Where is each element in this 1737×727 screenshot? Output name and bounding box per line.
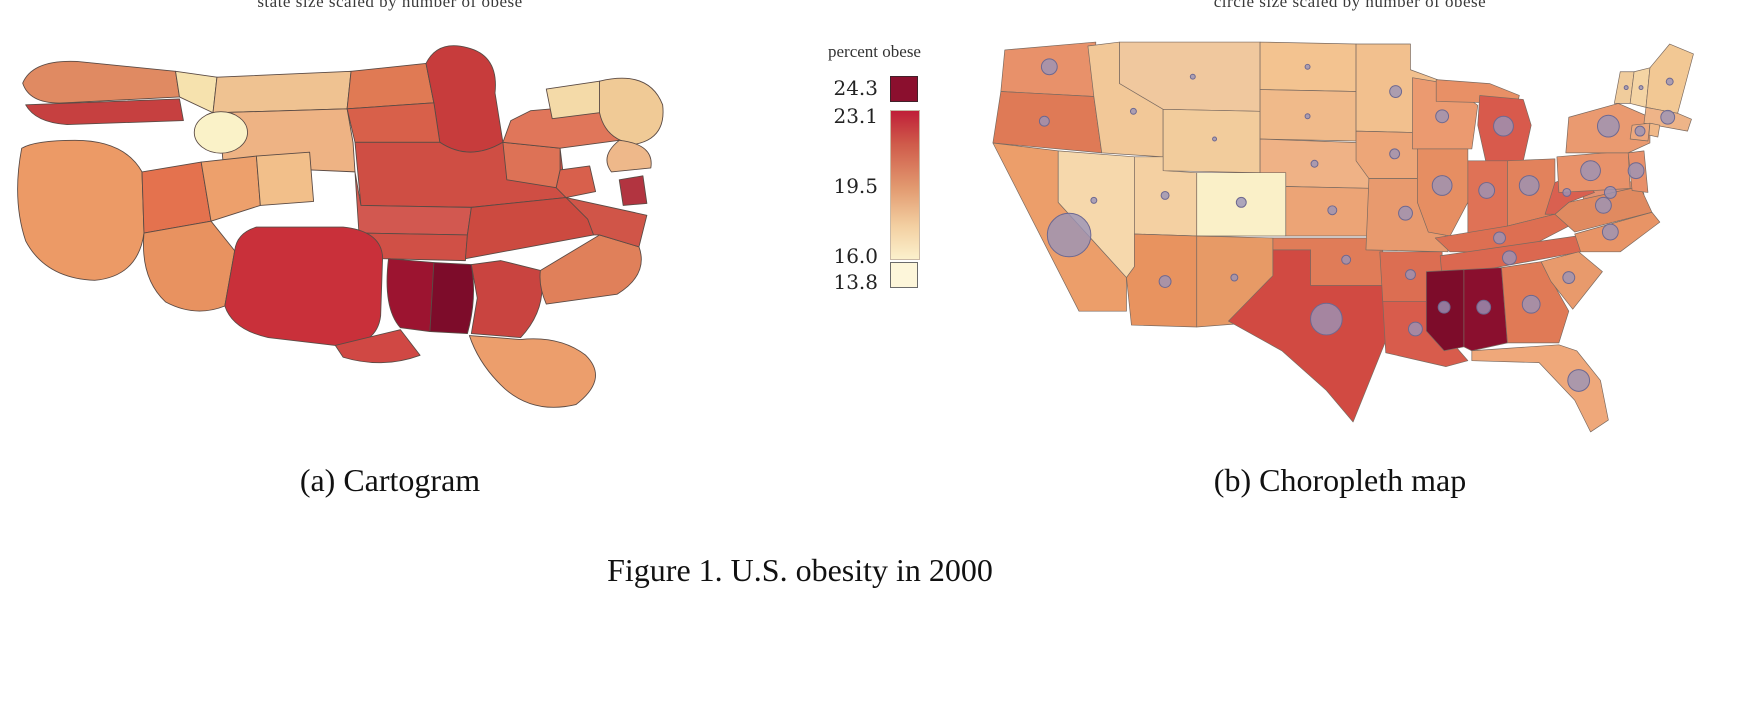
state-id — [175, 70, 218, 114]
state-nv — [141, 161, 212, 234]
choropleth-top-caption: circle size scaled by number of obese — [1213, 0, 1487, 11]
state-fl — [468, 335, 596, 408]
legend-tick-16-0: 16.0 — [833, 244, 878, 268]
circle-ca — [1046, 212, 1092, 258]
color-legend: percent obese 24.3 23.1 19.5 16.0 13.8 — [828, 42, 978, 342]
choropleth-map — [992, 41, 1694, 433]
circle-co — [1235, 196, 1247, 208]
legend-swatch-darkest — [890, 76, 918, 102]
circle-va — [1595, 196, 1612, 214]
state-nc-sc — [539, 234, 642, 305]
cartogram-map — [17, 45, 664, 408]
state-pa — [502, 141, 561, 189]
circle-wy — [1212, 136, 1218, 142]
circle-pa — [1580, 160, 1601, 182]
state-me — [599, 77, 664, 145]
legend-tick-24-3: 24.3 — [833, 76, 878, 100]
cartogram-caption: (a) Cartogram — [299, 462, 481, 498]
circle-nh — [1638, 85, 1644, 91]
choropleth-states — [992, 41, 1694, 433]
state-vt-nh — [545, 80, 600, 120]
circle-mo — [1398, 205, 1413, 221]
circle-ar — [1405, 269, 1416, 281]
circle-vt — [1623, 85, 1629, 91]
circle-me — [1665, 77, 1674, 86]
state-co — [255, 151, 315, 206]
legend-tick-13-8: 13.8 — [833, 270, 878, 294]
circle-ny — [1596, 114, 1620, 138]
state-va — [565, 197, 648, 248]
circle-oh — [1518, 175, 1540, 196]
circle-ms — [1437, 300, 1451, 314]
circle-nj — [1627, 162, 1645, 180]
state-az — [143, 220, 236, 312]
circle-il — [1431, 175, 1453, 196]
circle-md — [1603, 186, 1617, 199]
state-ma-ct — [606, 139, 652, 173]
legend-swatch-lightest — [890, 262, 918, 288]
circle-ia — [1389, 148, 1401, 160]
circle-al — [1476, 299, 1492, 315]
state-la — [334, 329, 421, 364]
circle-mt — [1189, 73, 1196, 80]
choropleth-caption: (b) Choropleth map — [1213, 462, 1467, 498]
state-al — [429, 262, 474, 335]
state-mn — [346, 62, 435, 110]
state-wy — [1162, 108, 1261, 174]
state-tx — [224, 226, 384, 346]
legend-title: percent obese — [828, 42, 921, 61]
state-mt-nd-sd — [212, 70, 352, 114]
state-ms — [386, 258, 435, 333]
state-fl — [1471, 344, 1609, 433]
circle-wv — [1562, 187, 1572, 197]
circle-nm — [1230, 273, 1239, 282]
figure-caption: Figure 1. U.S. obesity in 2000 — [607, 552, 993, 588]
circle-mi — [1493, 115, 1514, 137]
state-or — [25, 98, 184, 125]
circle-ne — [1310, 159, 1319, 168]
circle-fl — [1567, 369, 1591, 392]
circle-ks — [1327, 205, 1338, 216]
circle-tn — [1502, 250, 1517, 266]
circle-id — [1129, 107, 1137, 115]
cartogram-top-caption: state size scaled by number of obese — [257, 0, 523, 11]
circle-mn — [1389, 85, 1403, 98]
circle-in — [1478, 182, 1496, 199]
circle-nd — [1304, 63, 1311, 70]
circle-ok — [1341, 254, 1352, 265]
state-ca — [17, 139, 145, 281]
cartogram-states — [17, 45, 664, 408]
circle-or — [1038, 115, 1050, 127]
circle-nv — [1090, 196, 1098, 204]
state-wy — [193, 111, 248, 154]
circle-ct — [1634, 125, 1646, 137]
obesity-circles — [1038, 58, 1676, 392]
circle-wa — [1040, 58, 1058, 76]
state-ga — [470, 260, 543, 338]
circle-ga — [1521, 294, 1541, 314]
circle-sd — [1304, 113, 1311, 120]
circle-sc — [1562, 271, 1576, 284]
circle-tx — [1310, 302, 1343, 336]
circle-az — [1158, 275, 1172, 288]
state-wa — [22, 60, 180, 104]
legend-tick-19-5: 19.5 — [833, 174, 878, 198]
state-tx — [1228, 249, 1387, 423]
state-wi — [346, 102, 441, 143]
legend-tick-23-1: 23.1 — [833, 104, 878, 128]
circle-ut — [1160, 190, 1170, 200]
legend-gradient-bar — [890, 110, 920, 260]
circle-nc — [1601, 223, 1619, 241]
state-ut — [200, 155, 261, 222]
circle-ma — [1660, 109, 1676, 125]
state-wv — [555, 165, 597, 198]
circle-ky — [1493, 231, 1506, 245]
circle-la — [1408, 321, 1423, 337]
state-ri — [1648, 122, 1661, 138]
circle-wi — [1435, 109, 1450, 124]
state-nj-md — [618, 175, 648, 206]
